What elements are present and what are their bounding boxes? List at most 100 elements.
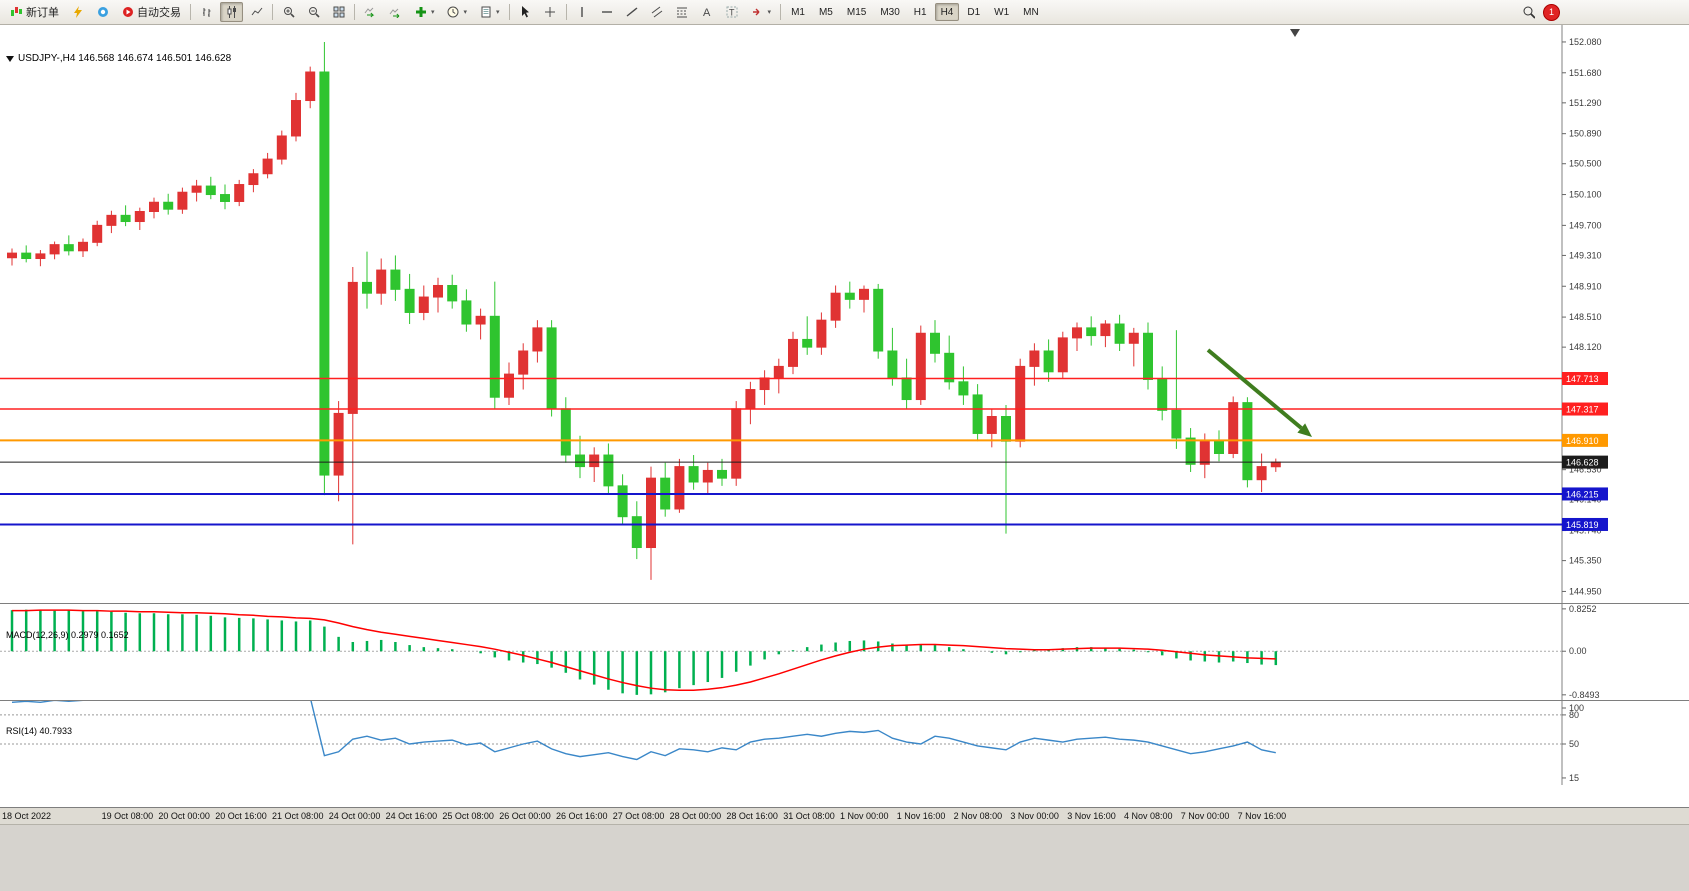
price-chip-label: 146.215 — [1566, 489, 1599, 499]
candle — [589, 454, 600, 468]
toolbar-separator — [354, 4, 355, 20]
crosshair-button[interactable] — [539, 2, 562, 22]
timeframe-w1-button[interactable]: W1 — [988, 3, 1015, 21]
templates-button[interactable]: ▾ — [474, 2, 505, 22]
macd-scale-label: 0.00 — [1569, 646, 1587, 656]
time-label: 19 Oct 08:00 — [101, 811, 154, 821]
time-axis[interactable]: 18 Oct 2022 19 Oct 08:00 20 Oct 00:00 20 Oc… — [0, 807, 1689, 824]
vertical-line-button[interactable] — [571, 2, 594, 22]
rsi-scale-label: 100 — [1569, 703, 1584, 713]
fibonacci-button[interactable] — [671, 2, 694, 22]
price-chip-label: 145.819 — [1566, 520, 1599, 530]
notification-badge[interactable]: 1 — [1543, 3, 1560, 21]
candle — [915, 332, 926, 401]
candle — [603, 454, 614, 487]
price-axis-label: 150.100 — [1569, 190, 1602, 200]
price-chip — [1562, 402, 1608, 416]
new-order-icon — [10, 6, 23, 18]
candle — [63, 244, 74, 252]
text-label-button[interactable]: T — [721, 2, 744, 22]
chart-shift-button[interactable] — [384, 2, 407, 22]
candle — [134, 211, 145, 223]
equidistant-channel-button[interactable] — [646, 2, 669, 22]
time-label: 4 Nov 08:00 — [1124, 811, 1173, 821]
candle — [617, 485, 628, 518]
trend-arrow-head[interactable] — [1297, 423, 1312, 437]
candlestick-chart-button[interactable] — [220, 2, 243, 22]
main-chart-canvas[interactable]: 152.080 151.680 151.290 150.890 150.500 150.1… — [0, 25, 1689, 603]
candle — [1157, 379, 1168, 411]
rsi-scale-label: 80 — [1569, 710, 1579, 720]
time-label: 2 Nov 08:00 — [953, 811, 1003, 821]
arrows-button[interactable]: ▾ — [746, 2, 777, 22]
candle — [575, 454, 585, 468]
macd-panel-canvas[interactable]: 0.8252 0.00 -0.8493 — [0, 603, 1689, 700]
metaeditor-button[interactable] — [66, 2, 89, 22]
candle — [546, 327, 557, 410]
timeframe-d1-button[interactable]: D1 — [961, 3, 986, 21]
candle — [390, 269, 401, 290]
horizontal-line-button[interactable] — [596, 2, 619, 22]
periods-button[interactable]: ▾ — [442, 2, 473, 22]
timeframe-group: M1 M5 M15 M30 H1 H4 D1 W1 MN — [784, 3, 1046, 21]
candle — [944, 352, 955, 383]
timeframe-m5-button[interactable]: M5 — [813, 3, 839, 21]
price-axis-label: 148.510 — [1569, 312, 1602, 322]
toolbar-separator — [780, 4, 782, 20]
time-label: 18 Oct 2022 — [2, 811, 52, 821]
community-icon — [96, 6, 109, 18]
zoom-out-button[interactable] — [302, 2, 325, 22]
timeframe-h4-button[interactable]: H4 — [934, 3, 960, 21]
candle — [702, 469, 713, 483]
bar-chart-button[interactable] — [195, 2, 218, 22]
candle — [262, 158, 273, 175]
community-button[interactable] — [91, 2, 114, 22]
new-order-button[interactable]: 新订单 — [5, 2, 64, 22]
timeframe-mn-button[interactable]: MN — [1017, 3, 1045, 21]
line-chart-icon — [250, 6, 263, 18]
indicators-button[interactable]: ▾ — [409, 2, 440, 22]
candle — [1228, 402, 1239, 454]
candle — [532, 327, 543, 352]
zoom-in-button[interactable] — [277, 2, 300, 22]
candle — [177, 191, 188, 210]
candle — [958, 381, 969, 396]
candle — [433, 284, 443, 298]
candle — [560, 408, 571, 456]
candle — [745, 389, 756, 410]
time-label: 28 Oct 16:00 — [726, 811, 778, 821]
candle — [688, 466, 699, 483]
time-label: 7 Nov 16:00 — [1237, 811, 1287, 821]
timeframe-h1-button[interactable]: H1 — [908, 3, 933, 21]
candle — [1100, 323, 1111, 337]
timeframe-m1-button[interactable]: M1 — [785, 3, 811, 21]
candle — [859, 288, 869, 300]
candle — [276, 135, 287, 160]
candle — [291, 100, 301, 137]
timeframe-m30-button[interactable]: M30 — [874, 3, 905, 21]
line-chart-button[interactable] — [245, 2, 268, 22]
auto-trading-button[interactable]: 自动交易 — [116, 2, 186, 22]
timeframe-m15-button[interactable]: M15 — [841, 3, 872, 21]
price-axis-label: 150.890 — [1569, 129, 1602, 139]
auto-scroll-button[interactable] — [359, 2, 382, 22]
candle — [1001, 415, 1011, 442]
search-icon[interactable] — [1522, 6, 1535, 19]
rsi-scale-label: 50 — [1569, 739, 1579, 749]
candle — [802, 338, 813, 348]
candle — [205, 185, 216, 196]
text-button[interactable]: A — [696, 2, 719, 22]
zoom-out-icon — [307, 6, 320, 18]
candle — [816, 319, 827, 348]
trend-arrow[interactable] — [1206, 348, 1303, 430]
price-axis-label: 145.350 — [1569, 556, 1602, 566]
trendline-button[interactable] — [621, 2, 644, 22]
candle — [830, 292, 841, 321]
tile-windows-button[interactable] — [327, 2, 350, 22]
new-order-label: 新订单 — [26, 7, 59, 19]
candle — [1086, 327, 1097, 337]
chart-shift-marker-icon[interactable] — [1290, 29, 1300, 37]
price-chip — [1562, 433, 1608, 447]
cursor-button[interactable] — [514, 2, 537, 22]
